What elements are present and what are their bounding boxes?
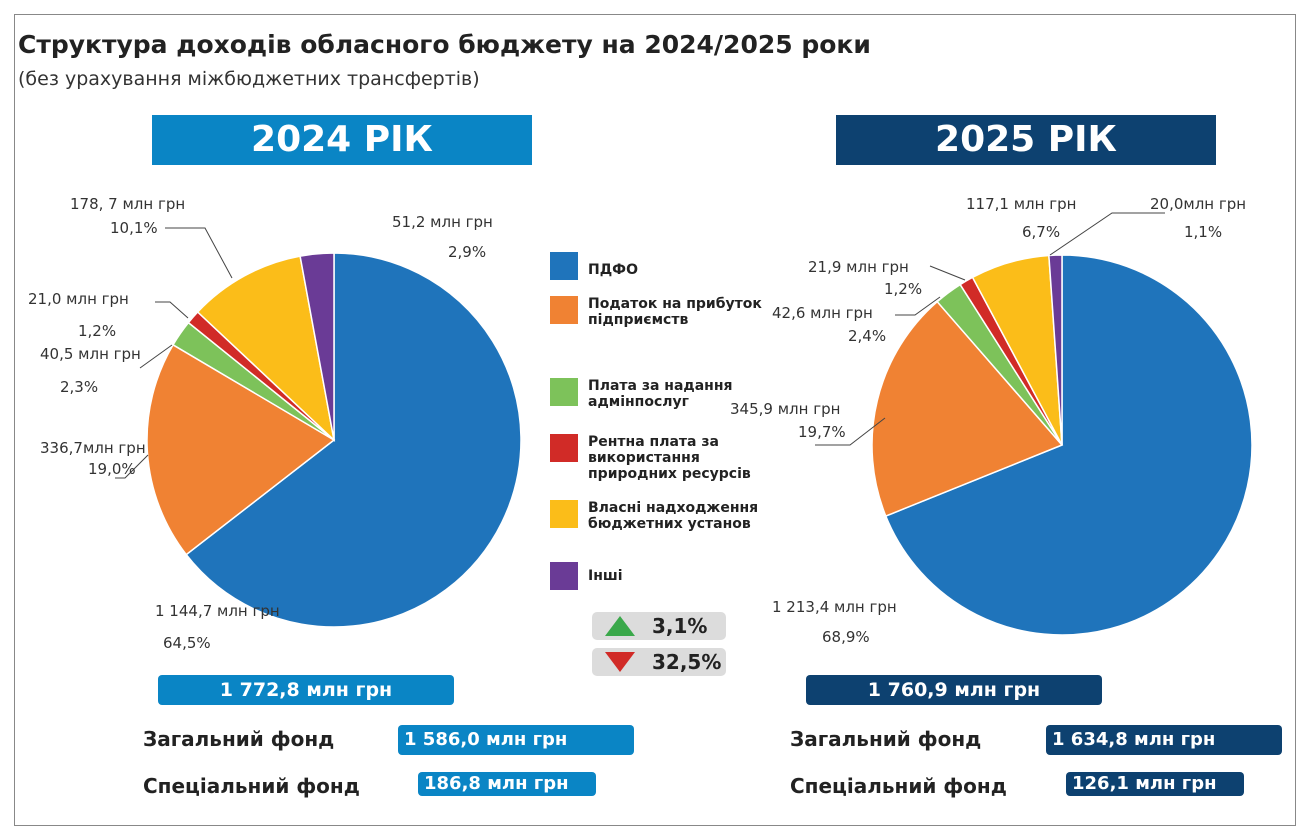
- fund-pill: 1 634,8 млн грн: [1046, 725, 1282, 755]
- percent-label: 1,2%: [78, 322, 117, 340]
- percent-label: 2,3%: [60, 378, 99, 396]
- leader-line: [815, 417, 886, 446]
- amount-label: 20,0млн грн: [1150, 195, 1247, 213]
- percent-label: 1,1%: [1184, 223, 1223, 241]
- pie-slice: [185, 252, 522, 628]
- percent-label: 2,4%: [848, 327, 887, 345]
- amount-label: 1 144,7 млн грн: [155, 602, 280, 620]
- frame: [14, 14, 1296, 826]
- change-label: 3,1%: [652, 614, 708, 638]
- pie-slice: [146, 343, 336, 556]
- percent-label: 6,7%: [1022, 223, 1061, 241]
- fund-name: Спеціальний фонд: [790, 774, 1007, 798]
- leader-line: [165, 227, 233, 279]
- legend-swatch: [550, 434, 578, 462]
- change-label: 32,5%: [652, 650, 722, 674]
- fund-pill: 1 586,0 млн грн: [398, 725, 634, 755]
- title: Структура доходів обласного бюджету на 2…: [18, 30, 871, 59]
- amount-label: 51,2 млн грн: [392, 213, 493, 231]
- percent-label: 19,0%: [88, 460, 136, 478]
- amount-label: 40,5 млн грн: [40, 345, 141, 363]
- amount-label: 336,7млн грн: [40, 439, 146, 457]
- legend-swatch: [550, 296, 578, 324]
- year-header: 2025 РІК: [836, 115, 1216, 165]
- percent-label: 19,7%: [798, 423, 846, 441]
- percent-label: 1,2%: [884, 280, 923, 298]
- fund-name: Спеціальний фонд: [143, 774, 360, 798]
- amount-label: 1 213,4 млн грн: [772, 598, 897, 616]
- legend-label: Податок на прибуток підприємств: [588, 296, 762, 328]
- leader-line: [1049, 212, 1165, 256]
- legend-label: Плата за надання адмінпослуг: [588, 378, 733, 410]
- subtitle: (без урахування міжбюджетних трансфертів…: [18, 68, 480, 90]
- change-arrow: [605, 616, 635, 636]
- leader-line: [155, 301, 189, 319]
- percent-label: 64,5%: [163, 634, 211, 652]
- legend-swatch: [550, 562, 578, 590]
- legend-label: Рентна плата за використання природних р…: [588, 434, 751, 482]
- year-header: 2024 РІК: [152, 115, 532, 165]
- total-pill: 1 772,8 млн грн: [158, 675, 454, 705]
- legend-swatch: [550, 500, 578, 528]
- leader-line: [115, 454, 149, 479]
- legend-label: ПДФО: [588, 262, 638, 278]
- legend-swatch: [550, 252, 578, 280]
- pie-slice: [884, 254, 1253, 636]
- percent-label: 2,9%: [448, 243, 487, 261]
- leader-line: [139, 344, 173, 369]
- amount-label: 21,0 млн грн: [28, 290, 129, 308]
- legend-swatch: [550, 378, 578, 406]
- legend-label: Власні надходження бюджетних установ: [588, 500, 759, 532]
- fund-pill: 126,1 млн грн: [1066, 772, 1244, 796]
- leader-line: [895, 296, 941, 316]
- pie-slice: [871, 300, 1064, 518]
- pie-slice: [299, 252, 335, 441]
- fund-name: Загальний фонд: [143, 727, 335, 751]
- fund-name: Загальний фонд: [790, 727, 982, 751]
- leader-line: [929, 265, 966, 281]
- amount-label: 42,6 млн грн: [772, 304, 873, 322]
- total-pill: 1 760,9 млн грн: [806, 675, 1102, 705]
- legend-label: Інші: [588, 568, 623, 584]
- change-arrow: [605, 652, 635, 672]
- amount-label: 345,9 млн грн: [730, 400, 841, 418]
- pie-slice: [1048, 254, 1063, 446]
- percent-label: 10,1%: [110, 219, 158, 237]
- amount-label: 21,9 млн грн: [808, 258, 909, 276]
- amount-label: 178, 7 млн грн: [70, 195, 186, 213]
- pie-slice: [196, 255, 336, 443]
- percent-label: 68,9%: [822, 628, 870, 646]
- amount-label: 117,1 млн грн: [966, 195, 1077, 213]
- fund-pill: 186,8 млн грн: [418, 772, 596, 796]
